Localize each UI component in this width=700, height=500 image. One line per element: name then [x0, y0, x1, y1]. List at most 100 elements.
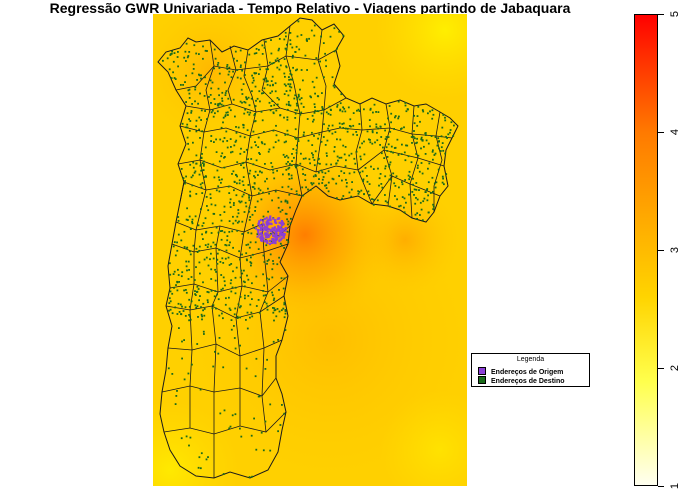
destination-point: [385, 146, 388, 149]
destination-point: [374, 141, 376, 144]
destination-point: [223, 205, 226, 208]
destination-point: [276, 308, 279, 310]
destination-point: [434, 152, 437, 155]
destination-point: [263, 46, 266, 49]
destination-point: [211, 81, 214, 84]
destination-point: [249, 169, 252, 172]
destination-point: [434, 136, 437, 138]
destination-point: [198, 299, 200, 302]
destination-point: [338, 156, 341, 159]
destination-point: [285, 213, 288, 215]
destination-point: [219, 214, 222, 216]
destination-point: [312, 175, 315, 178]
destination-point: [232, 222, 235, 225]
destination-point: [198, 73, 200, 76]
destination-point: [275, 124, 277, 127]
destination-point: [255, 99, 257, 102]
destination-point: [178, 281, 180, 283]
destination-point: [176, 56, 179, 58]
origin-point: [278, 221, 281, 224]
destination-point: [241, 220, 244, 223]
destination-point: [296, 68, 298, 71]
destination-point: [258, 152, 260, 154]
destination-point: [305, 39, 308, 42]
destination-point: [265, 244, 268, 247]
destination-point: [188, 88, 191, 91]
destination-point: [263, 301, 266, 303]
destination-point: [372, 111, 374, 114]
destination-point: [200, 77, 202, 80]
destination-point: [329, 113, 332, 116]
destination-point: [346, 130, 349, 133]
destination-point: [253, 52, 256, 55]
destination-point: [250, 146, 253, 149]
destination-point: [336, 105, 339, 108]
destination-point: [214, 279, 217, 282]
destination-point: [313, 111, 316, 114]
destination-point: [308, 158, 311, 161]
destination-point: [398, 205, 400, 208]
destination-point: [202, 169, 205, 171]
destination-point: [207, 243, 210, 246]
destination-point: [384, 123, 386, 126]
destination-point: [173, 286, 175, 289]
destination-point: [361, 142, 363, 145]
destination-point: [222, 140, 224, 143]
destination-point: [173, 77, 176, 79]
destination-point: [404, 159, 407, 162]
destination-point: [266, 277, 268, 280]
destination-point: [246, 327, 249, 330]
destination-point: [296, 109, 298, 112]
destination-point: [338, 175, 340, 177]
destination-point: [241, 272, 244, 275]
destination-point: [169, 308, 172, 311]
destination-point: [289, 69, 292, 72]
destination-point: [271, 165, 274, 168]
destination-point: [307, 188, 309, 191]
destination-point: [380, 136, 383, 138]
destination-point: [210, 140, 212, 142]
destination-point: [230, 328, 233, 331]
destination-point: [287, 223, 289, 226]
destination-point: [406, 144, 409, 147]
origin-point: [266, 224, 269, 227]
destination-point: [319, 60, 321, 63]
destination-point: [177, 219, 180, 222]
destination-point: [211, 109, 214, 112]
destination-point: [342, 127, 345, 129]
destination-point: [336, 138, 338, 141]
destination-point: [296, 164, 299, 167]
destination-point: [419, 120, 421, 123]
destination-point: [189, 190, 192, 193]
destination-point: [294, 136, 296, 139]
destination-point: [214, 350, 216, 353]
destination-point: [363, 140, 365, 143]
destination-point: [232, 270, 234, 273]
destination-point: [236, 221, 239, 224]
destination-point: [194, 86, 197, 89]
destination-point: [169, 300, 172, 303]
destination-point: [363, 108, 365, 111]
destination-point: [420, 208, 423, 211]
destination-point: [218, 94, 220, 97]
destination-point: [286, 129, 289, 132]
destination-point: [288, 103, 290, 106]
destination-point: [398, 186, 400, 189]
destination-point: [205, 230, 208, 233]
destination-point: [221, 312, 223, 315]
destination-point: [234, 347, 237, 350]
destination-point: [190, 110, 193, 112]
destination-point: [417, 154, 420, 157]
origin-point: [281, 222, 285, 225]
destination-point: [218, 337, 221, 339]
colorbar-tick-label: 5: [669, 10, 681, 18]
destination-point: [276, 263, 279, 266]
destination-point: [218, 314, 221, 317]
destination-point: [445, 173, 448, 175]
destination-point: [233, 181, 236, 183]
destination-point: [251, 298, 253, 300]
destination-point: [271, 268, 274, 271]
destination-point: [296, 35, 299, 38]
destination-point: [259, 68, 261, 71]
destination-point: [285, 140, 287, 143]
